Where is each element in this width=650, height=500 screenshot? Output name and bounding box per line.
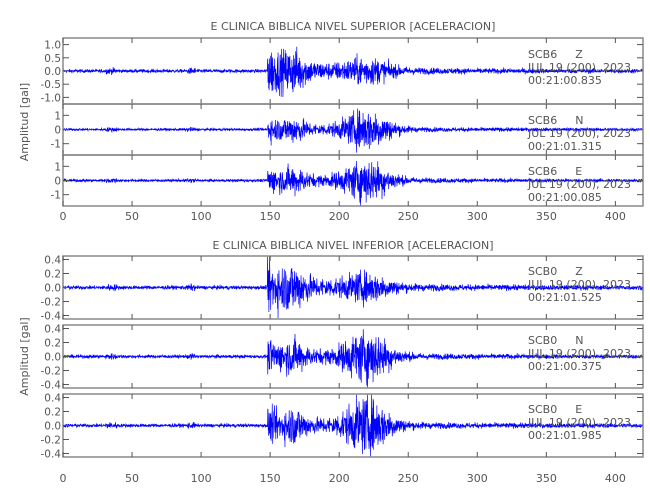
x-tick-label: 150 bbox=[260, 210, 281, 223]
component-name: E bbox=[575, 403, 582, 416]
station-label: SCB0 Z bbox=[528, 265, 583, 278]
time-label: 00:21:01.315 bbox=[528, 140, 602, 153]
time-label: 00:21:00.085 bbox=[528, 191, 602, 204]
chart-0: E CLINICA BIBLICA NIVEL SUPERIOR [ACELER… bbox=[18, 20, 644, 223]
y-tick-label: 1 bbox=[54, 110, 61, 122]
y-tick-label: -1.0 bbox=[41, 92, 62, 104]
time-label: 00:21:00.375 bbox=[528, 360, 602, 373]
time-label: 00:21:01.525 bbox=[528, 291, 602, 304]
y-tick-label: 0.5 bbox=[44, 53, 61, 65]
y-tick-label: -0.5 bbox=[41, 79, 62, 91]
y-tick-label: -1 bbox=[51, 190, 61, 202]
x-tick-label: 50 bbox=[125, 210, 139, 223]
waveform-trace bbox=[62, 256, 644, 318]
station-label: SCB6 Z bbox=[528, 48, 583, 61]
y-tick-label: 0.0 bbox=[44, 283, 61, 295]
station-name: SCB6 bbox=[528, 48, 557, 61]
x-tick-label: 300 bbox=[467, 210, 488, 223]
chart-title: E CLINICA BIBLICA NIVEL SUPERIOR [ACELER… bbox=[211, 20, 496, 33]
y-tick-label: -0.2 bbox=[41, 435, 62, 447]
station-label: SCB0 E bbox=[528, 403, 582, 416]
station-label: SCB6 N bbox=[528, 114, 583, 127]
time-label: 00:21:00.835 bbox=[528, 74, 602, 87]
y-tick-label: 0.0 bbox=[44, 421, 61, 433]
y-tick-label: 0 bbox=[54, 176, 61, 188]
station-name: SCB0 bbox=[528, 265, 557, 278]
y-tick-label: 0.4 bbox=[44, 255, 61, 267]
x-tick-label: 400 bbox=[605, 210, 626, 223]
y-tick-label: 0.4 bbox=[44, 393, 61, 405]
x-tick-label: 200 bbox=[329, 472, 350, 485]
y-axis-label: Amplitud [gal] bbox=[18, 83, 31, 161]
x-tick-label: 250 bbox=[398, 472, 419, 485]
date-label: JUL 19 (200), 2023 bbox=[527, 127, 631, 140]
station-label: SCB0 N bbox=[528, 334, 583, 347]
x-tick-label: 50 bbox=[125, 472, 139, 485]
y-tick-label: 1 bbox=[54, 161, 61, 173]
x-tick-label: 200 bbox=[329, 210, 350, 223]
component-name: N bbox=[575, 114, 583, 127]
waveform-trace bbox=[62, 46, 644, 97]
waveform-trace bbox=[62, 108, 644, 153]
x-tick-label: 0 bbox=[60, 210, 67, 223]
time-label: 00:21:01.985 bbox=[528, 429, 602, 442]
component-name: N bbox=[575, 334, 583, 347]
x-tick-label: 400 bbox=[605, 472, 626, 485]
y-tick-label: -0.4 bbox=[41, 311, 62, 323]
waveform-trace bbox=[62, 394, 644, 457]
y-tick-label: -0.4 bbox=[41, 449, 62, 461]
y-axis-label: Amplitud [gal] bbox=[18, 317, 31, 395]
date-label: JUL 19 (200), 2023 bbox=[527, 416, 631, 429]
station-label: SCB6 E bbox=[528, 165, 582, 178]
y-tick-label: -1 bbox=[51, 139, 61, 151]
date-label: JUL 19 (200), 2023 bbox=[527, 347, 631, 360]
x-tick-label: 150 bbox=[260, 472, 281, 485]
x-tick-label: 250 bbox=[398, 210, 419, 223]
x-tick-label: 100 bbox=[191, 210, 212, 223]
x-tick-label: 350 bbox=[536, 210, 557, 223]
chart-title: E CLINICA BIBLICA NIVEL INFERIOR [ACELER… bbox=[212, 239, 493, 252]
x-tick-label: 350 bbox=[536, 472, 557, 485]
station-name: SCB6 bbox=[528, 165, 557, 178]
date-label: JUL 19 (200), 2023 bbox=[527, 61, 631, 74]
y-tick-label: 0.2 bbox=[44, 269, 61, 281]
waveform-trace bbox=[62, 160, 644, 206]
station-name: SCB6 bbox=[528, 114, 557, 127]
y-tick-label: 0.4 bbox=[44, 324, 61, 336]
chart-1: E CLINICA BIBLICA NIVEL INFERIOR [ACELER… bbox=[18, 239, 644, 485]
y-tick-label: 0.2 bbox=[44, 407, 61, 419]
station-name: SCB0 bbox=[528, 403, 557, 416]
date-label: JUL 19 (200), 2023 bbox=[527, 278, 631, 291]
component-name: E bbox=[575, 165, 582, 178]
component-name: Z bbox=[575, 48, 583, 61]
x-tick-label: 100 bbox=[191, 472, 212, 485]
waveform-trace bbox=[62, 329, 644, 388]
x-tick-label: 0 bbox=[60, 472, 67, 485]
y-tick-label: 1.0 bbox=[44, 40, 61, 52]
y-tick-label: -0.4 bbox=[41, 380, 62, 392]
date-label: JUL 19 (200), 2023 bbox=[527, 178, 631, 191]
y-tick-label: 0.0 bbox=[44, 66, 61, 78]
y-tick-label: 0 bbox=[54, 125, 61, 137]
station-name: SCB0 bbox=[528, 334, 557, 347]
x-tick-label: 300 bbox=[467, 472, 488, 485]
component-name: Z bbox=[575, 265, 583, 278]
y-tick-label: -0.2 bbox=[41, 366, 62, 378]
y-tick-label: 0.0 bbox=[44, 352, 61, 364]
y-tick-label: 0.2 bbox=[44, 338, 61, 350]
y-tick-label: -0.2 bbox=[41, 297, 62, 309]
